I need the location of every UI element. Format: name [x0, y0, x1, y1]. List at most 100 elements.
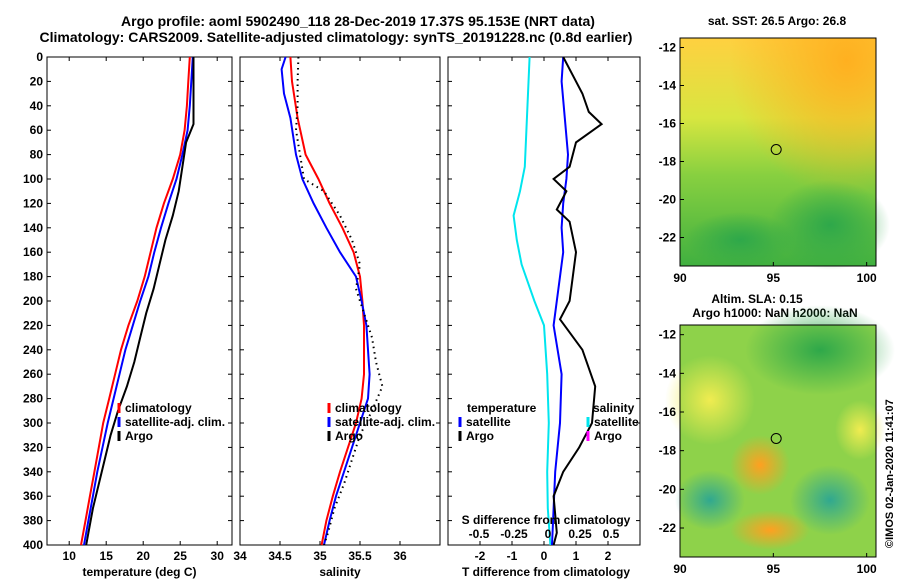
map-x-tick-label: 100: [857, 271, 877, 285]
temperature-panel: 0 20 40 60 80 100 120 140 160 180 200 220 240 260 280 3…: [23, 50, 233, 579]
y-tick-label: 60: [30, 123, 44, 137]
map-x-tick-label: 90: [673, 562, 687, 576]
x-tick-label: 25: [174, 549, 188, 563]
sst-map-axes: 90 95 100 -12 -14 -16 -18 -20 -22: [659, 41, 877, 286]
series-line-temperature-argo: [552, 56, 604, 546]
map-y-tick-label: -12: [659, 41, 677, 55]
y-tick-label: 160: [23, 245, 43, 259]
x-tick-label: 34: [233, 549, 247, 563]
y-tick-label: 260: [23, 367, 43, 381]
map-y-tick-label: -16: [659, 117, 677, 131]
y-tick-label: 380: [23, 514, 43, 528]
sst-map-cool-patch: [685, 212, 795, 268]
series-line-satellite-adj-clim-: [280, 56, 371, 546]
series-line-salinity-satellite: [512, 56, 552, 546]
sla-map-low-patch: [675, 470, 745, 530]
x-tick-label: 2: [605, 549, 612, 563]
series-line-climatology: [289, 56, 365, 546]
y-tick-label: 340: [23, 465, 43, 479]
map-y-tick-label: -18: [659, 155, 677, 169]
legend-title-temperature: temperature: [467, 401, 537, 415]
y-tick-label: 280: [23, 392, 43, 406]
legend-label: Argo: [466, 429, 494, 443]
x-tick-label: 0: [541, 549, 548, 563]
y-tick-label: 0: [36, 50, 43, 64]
series-line-satellite-adj-clim-: [83, 56, 194, 546]
top-x-tick-label: -0.25: [500, 527, 528, 541]
top-axis-label: S difference from climatology: [462, 513, 631, 527]
x-tick-label: 35: [313, 549, 327, 563]
x-axis-label: salinity: [319, 565, 361, 579]
sla-map-axes: 90 95 100 -12 -14 -16 -18 -20 -22: [659, 328, 877, 576]
sla-map-frame: [679, 324, 877, 558]
y-tick-label: 20: [30, 74, 44, 88]
sla-map-low-patch: [745, 305, 895, 395]
argo-location-marker: [770, 144, 782, 156]
legend-label: satellite: [594, 415, 639, 429]
y-tick-label: 200: [23, 294, 43, 308]
y-tick-label: 240: [23, 343, 43, 357]
imos-watermark: ©IMOS 02-Jan-2020 11:41:07: [884, 399, 896, 548]
x-tick-label: 35.5: [348, 549, 372, 563]
map-y-tick-label: -18: [659, 444, 677, 458]
sla-map-panel: Altim. SLA: 0.15 Argo h1000: NaN h2000: …: [659, 292, 895, 576]
series-line-climatology: [80, 56, 191, 546]
series-line-argo: [294, 56, 384, 546]
legend-label: Argo: [125, 429, 153, 443]
y-tick-label: 100: [23, 172, 43, 186]
y-tick-label: 140: [23, 221, 43, 235]
x-tick-label: 36: [393, 549, 407, 563]
legend-label: satellite: [466, 415, 511, 429]
y-tick-label: 220: [23, 318, 43, 332]
x-tick-label: 20: [137, 549, 151, 563]
map-y-tick-label: -14: [659, 79, 677, 93]
x-tick-label: 15: [100, 549, 114, 563]
sla-map-high-patch: [665, 355, 755, 445]
sla-map-title-1: Altim. SLA: 0.15: [711, 292, 803, 306]
map-y-tick-label: -14: [659, 366, 677, 380]
top-x-tick-label: 0.5: [603, 527, 620, 541]
top-x-tick-label: 0.25: [568, 527, 592, 541]
x-tick-label: -2: [475, 549, 486, 563]
sst-map-cool-patch: [770, 180, 890, 270]
map-x-tick-label: 100: [857, 562, 877, 576]
x-tick-label: 1: [573, 549, 580, 563]
legend-label: satellite-adj. clim.: [335, 415, 435, 429]
top-x-tick-label: -0.5: [469, 527, 490, 541]
top-x-tick-label: 0: [545, 527, 552, 541]
y-tick-label: 300: [23, 416, 43, 430]
map-y-tick-label: -16: [659, 405, 677, 419]
salinity-panel: 34 34.5 35 35.5 36 salinity climatologysatelli…: [233, 56, 441, 579]
plot-frame: [447, 56, 641, 546]
series-line-argo: [85, 57, 195, 546]
argo-location-marker: [770, 432, 782, 444]
x-axis-label: T difference from climatology: [462, 565, 630, 579]
map-y-tick-label: -22: [659, 231, 677, 245]
map-y-tick-label: -20: [659, 482, 677, 496]
legend-label: satellite-adj. clim.: [125, 415, 225, 429]
y-tick-label: 360: [23, 489, 43, 503]
map-x-tick-label: 90: [673, 271, 687, 285]
y-tick-label: 180: [23, 270, 43, 284]
map-x-tick-label: 95: [767, 271, 781, 285]
sla-map-low-patch: [790, 465, 870, 535]
legend-label: climatology: [335, 401, 402, 415]
sla-map-high-patch: [730, 435, 790, 495]
map-x-tick-label: 95: [767, 562, 781, 576]
legend-label: Argo: [594, 429, 622, 443]
x-tick-label: -1: [507, 549, 518, 563]
sst-map-frame: [679, 37, 877, 267]
sst-map-title: sat. SST: 26.5 Argo: 26.8: [708, 14, 847, 28]
y-tick-label: 120: [23, 196, 43, 210]
legend-label: climatology: [125, 401, 192, 415]
map-y-tick-label: -12: [659, 328, 677, 342]
y-tick-label: 400: [23, 538, 43, 552]
series-line-temperature-satellite: [551, 56, 570, 546]
legend-title-salinity: salinity: [593, 401, 635, 415]
y-tick-label: 320: [23, 440, 43, 454]
map-y-tick-label: -20: [659, 193, 677, 207]
legend-label: Argo: [335, 429, 363, 443]
map-y-tick-label: -22: [659, 521, 677, 535]
difference-panel: -2 -1 0 1 2 T difference from climatology temp…: [447, 56, 641, 579]
